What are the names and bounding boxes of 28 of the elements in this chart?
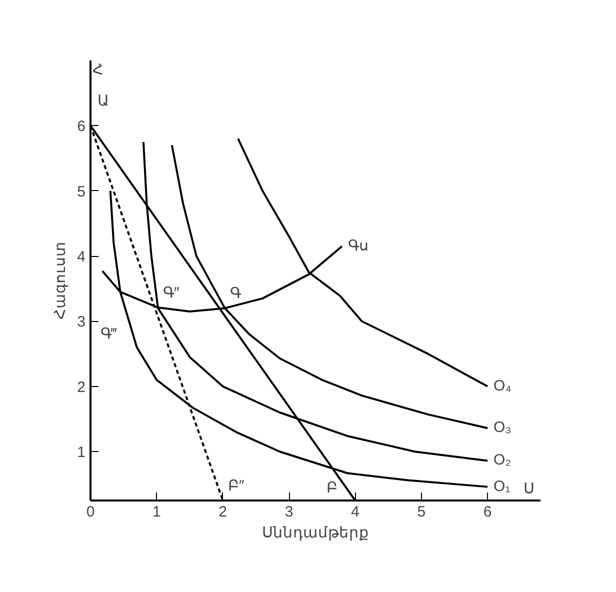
x-tick-label: 1: [152, 504, 161, 520]
annotation: Ա: [98, 92, 108, 110]
x-tick-label: 0: [86, 504, 95, 520]
annotation: Ս: [524, 480, 534, 498]
series-label: O₄: [494, 377, 512, 394]
series-label: O₁: [494, 478, 510, 495]
y-tick-label: 4: [77, 248, 86, 266]
series-label: O₃: [494, 419, 512, 436]
annotation: Գ‴: [100, 326, 118, 342]
x-tick-label: 5: [417, 504, 426, 520]
y-tick-label: 1: [77, 444, 86, 462]
annotation: Գ: [230, 285, 241, 302]
y-tick-label: 5: [77, 183, 86, 200]
series-label: O₂: [494, 452, 512, 469]
x-tick-label: 2: [218, 504, 228, 520]
annotation: Գ″: [163, 284, 180, 302]
series-label: Գս: [348, 237, 369, 254]
x-tick-label: 3: [284, 504, 294, 520]
annotation: Բ: [326, 480, 338, 496]
annotation: Հ: [92, 62, 104, 78]
x-tick-label: 6: [483, 504, 492, 520]
y-tick-label: 3: [77, 314, 86, 331]
y-tick-label: 2: [77, 378, 86, 396]
annotation: Բ″: [228, 478, 245, 494]
y-axis-title: Հագուստ: [52, 242, 70, 320]
x-axis-title: Սննդամթերք: [262, 524, 369, 542]
x-tick-label: 4: [351, 504, 360, 520]
y-tick-label: 6: [77, 118, 86, 136]
